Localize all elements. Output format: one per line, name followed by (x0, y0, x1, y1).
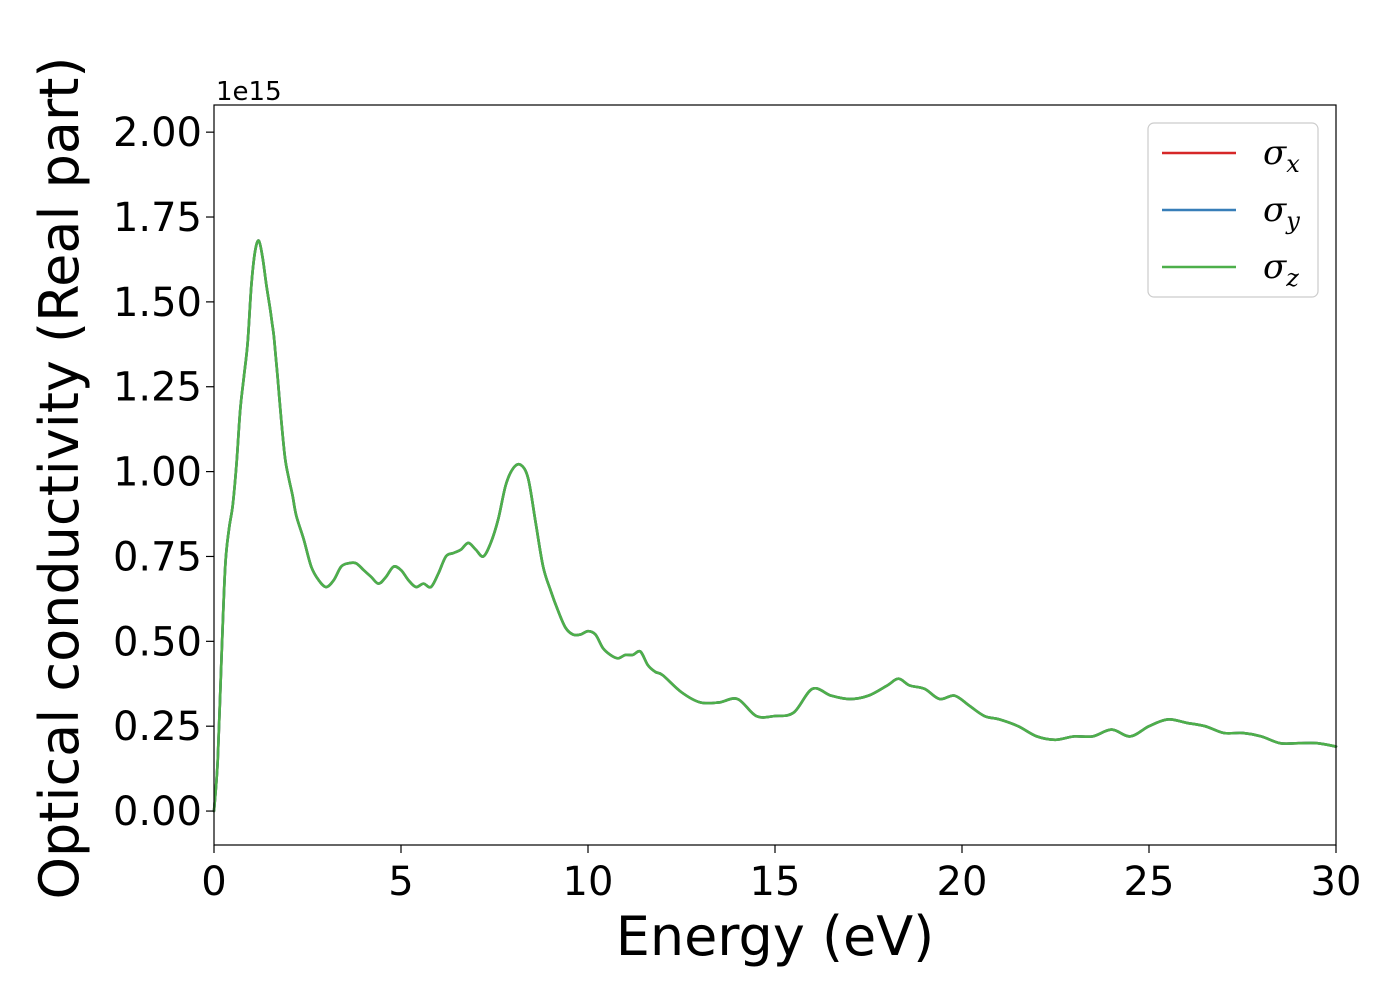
y-tick-label: 1.50 (113, 280, 202, 326)
y-tick-label: 0.75 (113, 534, 202, 580)
y-axis: 0.00 0.25 0.50 0.75 1.00 1.25 1.50 1.75 2.00 (113, 110, 214, 835)
y-tick-label: 0.50 (113, 619, 202, 665)
x-tick-label: 30 (1311, 859, 1362, 905)
x-tick-label: 0 (201, 859, 226, 905)
y-axis-label: Optical conductivity (Real part) (28, 57, 91, 900)
x-axis-label: Energy (eV) (616, 905, 935, 968)
y-tick-label: 0.00 (113, 789, 202, 835)
x-tick-label: 5 (388, 859, 413, 905)
y-tick-label: 0.25 (113, 704, 202, 750)
legend: σx σy σz (1147, 122, 1319, 298)
y-tick-label: 1.75 (113, 195, 202, 241)
legend-label-z: σz (1263, 247, 1299, 292)
x-tick-label: 20 (937, 859, 988, 905)
legend-label-y: σy (1263, 190, 1300, 235)
y-tick-label: 2.00 (113, 110, 202, 156)
x-tick-label: 25 (1124, 859, 1175, 905)
series-layer (212, 239, 1338, 813)
x-tick-label: 15 (750, 859, 801, 905)
x-tick-label: 10 (563, 859, 614, 905)
y-tick-label: 1.00 (113, 450, 202, 496)
legend-label-x: σx (1263, 133, 1300, 178)
series-line-z (212, 239, 1338, 813)
y-tick-label: 1.25 (113, 365, 202, 411)
y-offset-label: 1e15 (216, 77, 282, 107)
x-axis: 0 5 10 15 20 25 30 (201, 845, 1361, 905)
